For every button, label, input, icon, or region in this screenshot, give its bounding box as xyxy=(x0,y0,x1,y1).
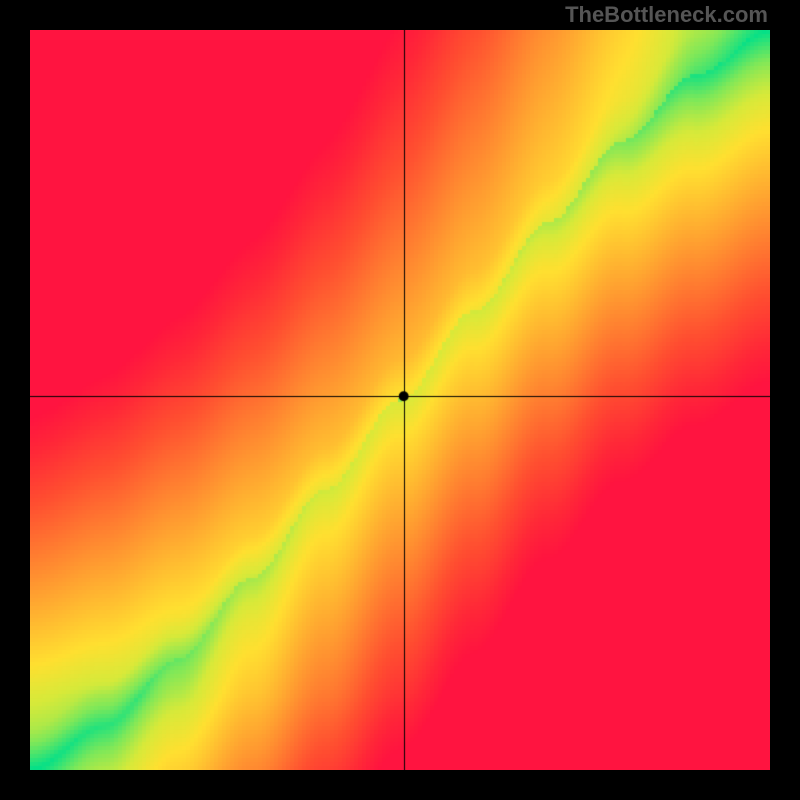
watermark-text: TheBottleneck.com xyxy=(565,2,768,28)
crosshair-overlay xyxy=(30,30,770,770)
chart-container: { "watermark": { "text": "TheBottleneck.… xyxy=(0,0,800,800)
